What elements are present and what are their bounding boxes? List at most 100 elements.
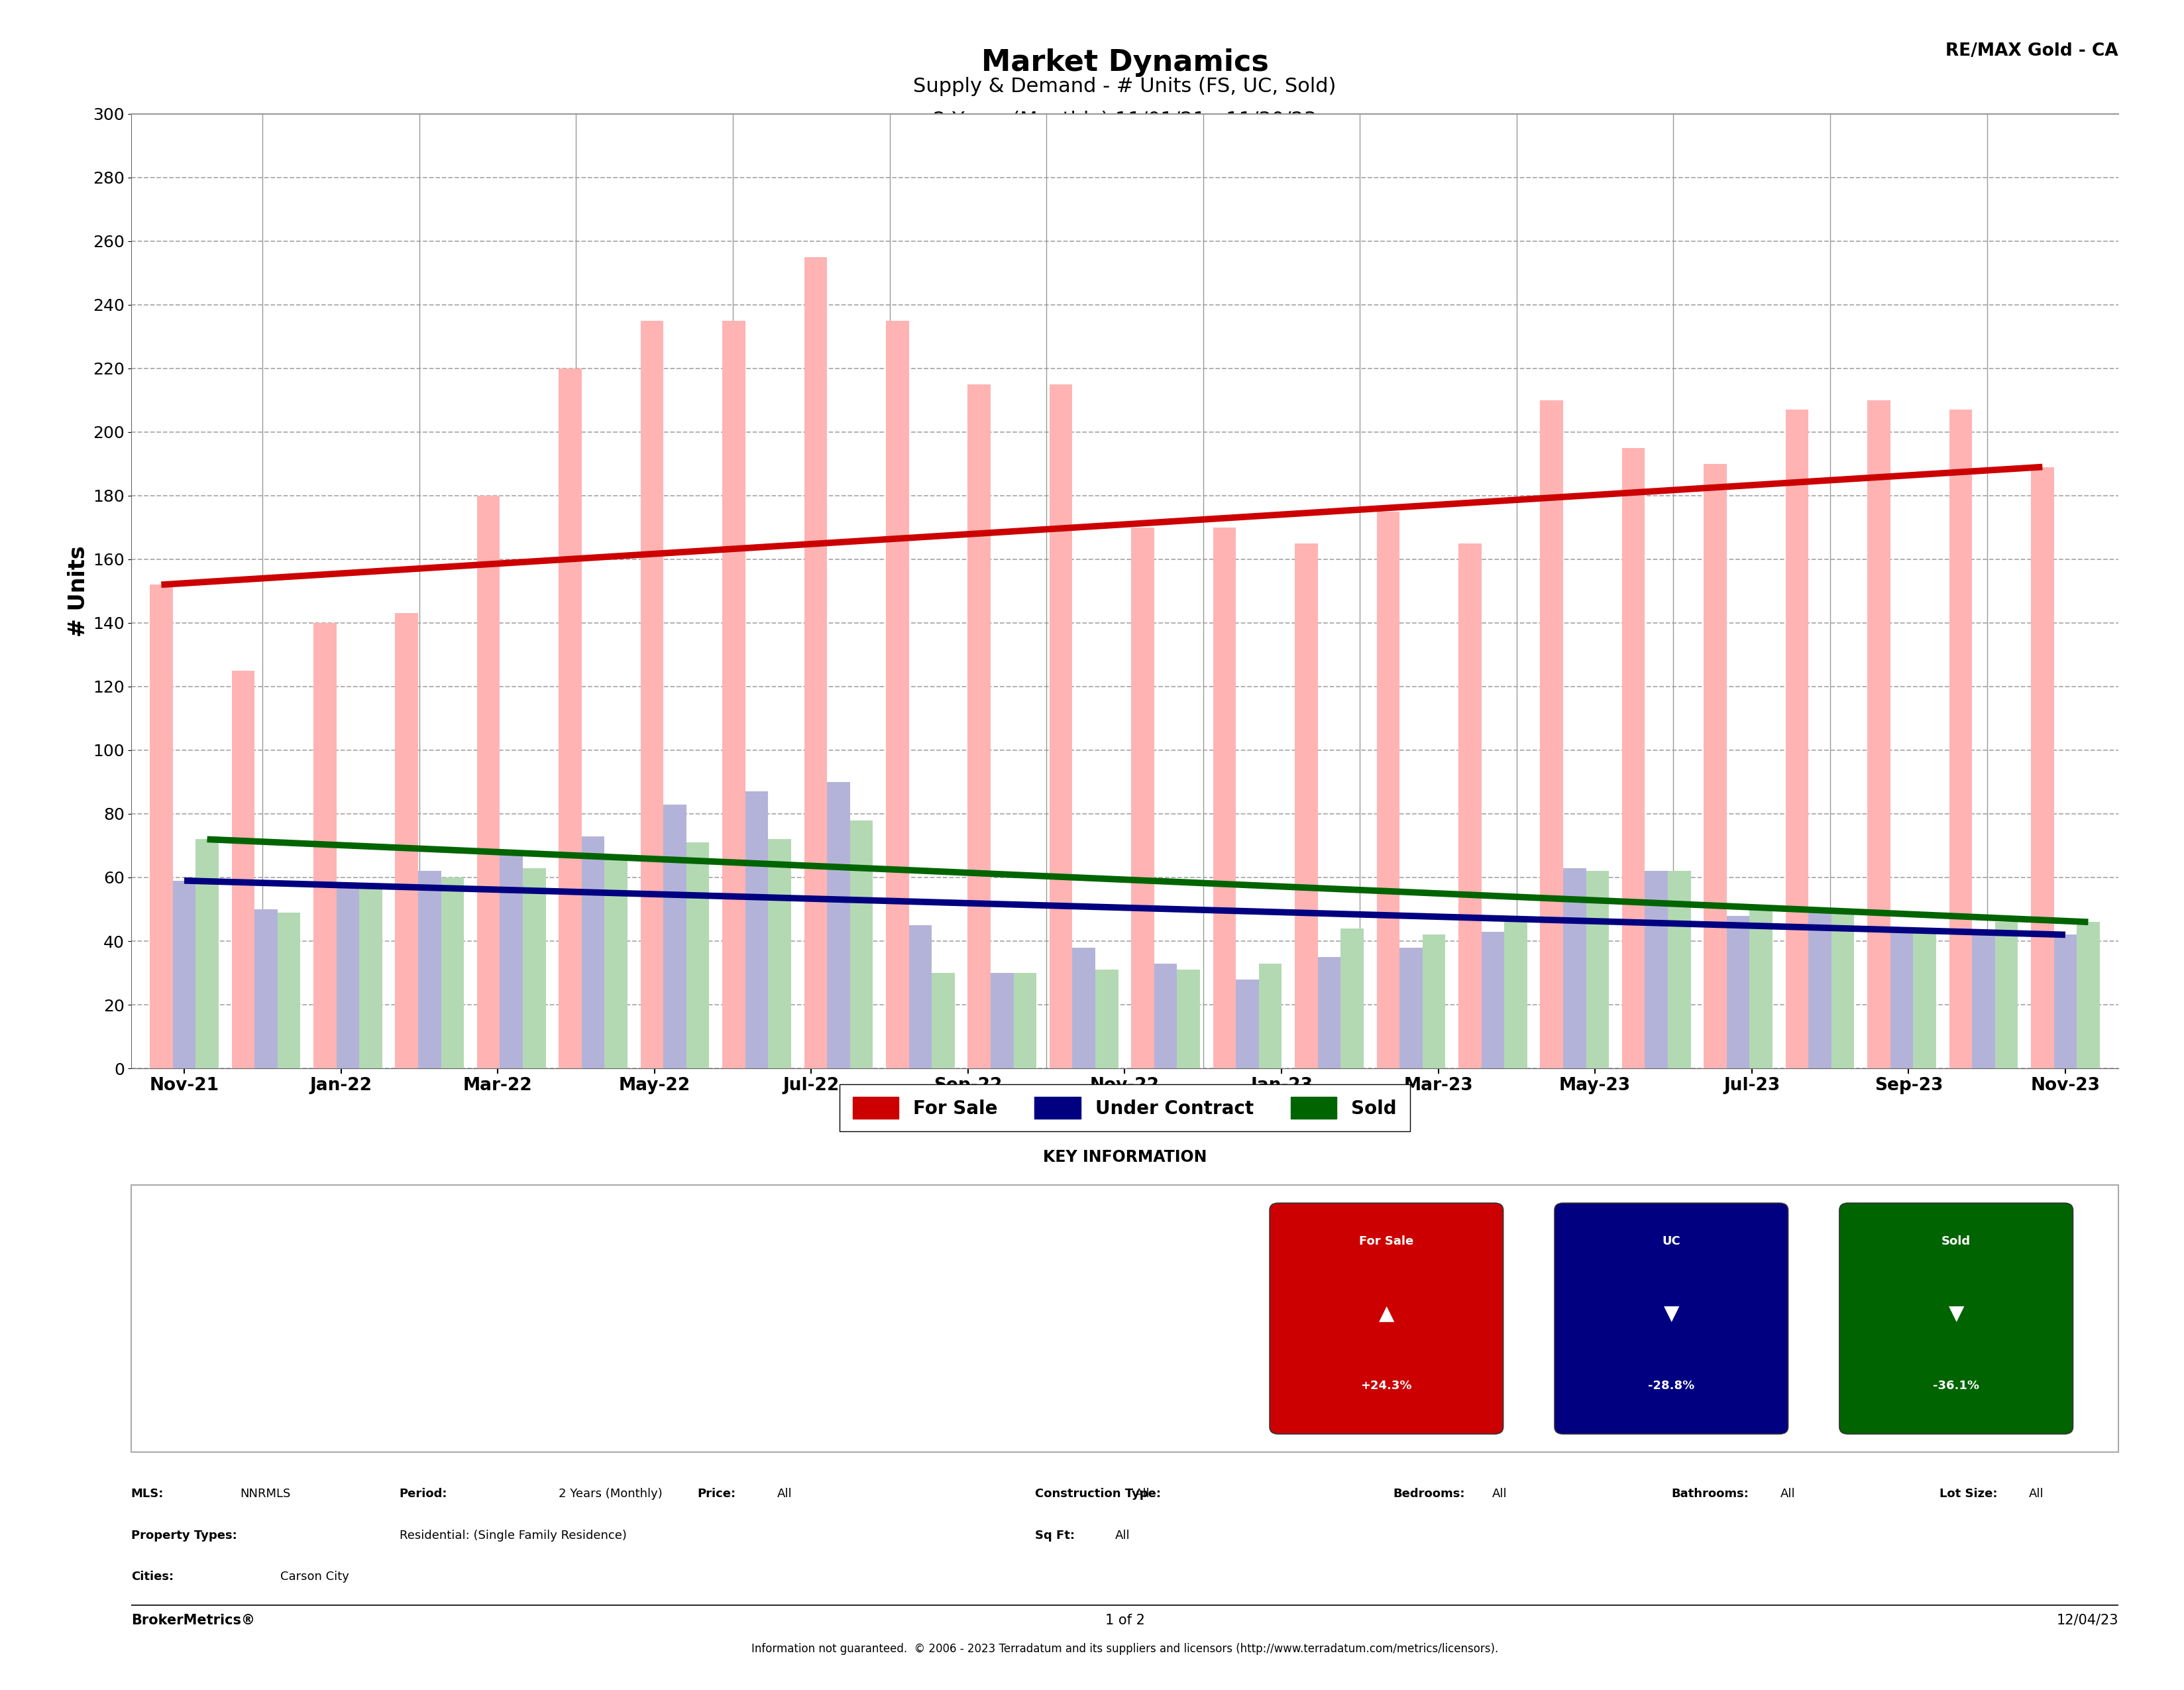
Y-axis label: # Units: # Units: [68, 546, 90, 637]
FancyBboxPatch shape: [131, 1185, 2118, 1452]
Bar: [417, 870, 441, 1068]
Text: BrokerMetrics®: BrokerMetrics®: [131, 1614, 256, 1627]
Bar: [1236, 979, 1258, 1068]
Bar: [1867, 401, 1891, 1068]
Text: 12/04/23: 12/04/23: [2057, 1614, 2118, 1627]
Bar: [395, 613, 417, 1068]
Bar: [664, 804, 686, 1068]
Bar: [1505, 919, 1527, 1068]
Bar: [887, 321, 909, 1068]
Text: NNRMLS: NNRMLS: [240, 1489, 290, 1501]
Bar: [1153, 963, 1177, 1068]
Bar: [828, 782, 850, 1068]
Bar: [804, 257, 828, 1068]
Bar: [1317, 957, 1341, 1068]
Text: Bedrooms:: Bedrooms:: [1393, 1489, 1465, 1501]
Text: All: All: [2029, 1489, 2044, 1501]
Bar: [769, 840, 791, 1068]
Text: Residential: (Single Family Residence): Residential: (Single Family Residence): [400, 1529, 627, 1541]
Bar: [559, 368, 581, 1068]
Bar: [1972, 935, 1994, 1068]
Bar: [1376, 512, 1400, 1068]
Bar: [1422, 935, 1446, 1068]
Text: RE/MAX Gold - CA: RE/MAX Gold - CA: [1946, 42, 2118, 59]
Bar: [686, 842, 710, 1068]
Bar: [968, 384, 992, 1068]
Bar: [2077, 923, 2099, 1068]
Text: Price:: Price:: [697, 1489, 736, 1501]
Bar: [358, 887, 382, 1068]
Text: 2 Years (Monthly): 2 Years (Monthly): [559, 1489, 662, 1501]
Bar: [1013, 973, 1037, 1068]
Legend: For Sale, Under Contract, Sold: For Sale, Under Contract, Sold: [841, 1085, 1409, 1131]
Bar: [745, 791, 769, 1068]
Bar: [1341, 928, 1363, 1068]
Bar: [500, 852, 522, 1068]
Text: Property Types:: Property Types:: [131, 1529, 236, 1541]
Bar: [850, 820, 874, 1068]
Bar: [314, 624, 336, 1068]
Bar: [1623, 448, 1645, 1068]
Bar: [1131, 527, 1153, 1068]
Bar: [1704, 463, 1728, 1068]
Bar: [476, 495, 500, 1068]
Text: Cities:: Cities:: [131, 1570, 173, 1582]
Text: Period:: Period:: [400, 1489, 448, 1501]
Text: Bathrooms:: Bathrooms:: [1671, 1489, 1749, 1501]
Bar: [581, 837, 605, 1068]
Bar: [173, 880, 197, 1068]
Bar: [933, 973, 954, 1068]
Bar: [1994, 923, 2018, 1068]
Bar: [1787, 409, 1808, 1068]
Bar: [1051, 384, 1072, 1068]
Bar: [1586, 870, 1610, 1068]
Bar: [1212, 527, 1236, 1068]
Text: Sq Ft:: Sq Ft:: [1035, 1529, 1075, 1541]
Bar: [1564, 869, 1586, 1068]
Text: All: All: [1114, 1529, 1129, 1541]
Bar: [1258, 963, 1282, 1068]
Bar: [992, 973, 1013, 1068]
Bar: [1728, 916, 1749, 1068]
Bar: [1645, 870, 1669, 1068]
Text: Construction Type:: Construction Type:: [1035, 1489, 1162, 1501]
Bar: [232, 671, 256, 1068]
Text: MLS:: MLS:: [131, 1489, 164, 1501]
Bar: [151, 585, 173, 1068]
Bar: [1177, 970, 1199, 1068]
Text: 2 Years (Monthly) 11/01/21 - 11/30/23: 2 Years (Monthly) 11/01/21 - 11/30/23: [933, 110, 1317, 130]
Bar: [1808, 909, 1832, 1068]
Text: All: All: [1136, 1489, 1149, 1501]
Bar: [1913, 931, 1935, 1068]
Text: Lot Size:: Lot Size:: [1939, 1489, 1998, 1501]
Bar: [1295, 542, 1317, 1068]
Bar: [1948, 409, 1972, 1068]
Text: All: All: [1492, 1489, 1507, 1501]
Bar: [2031, 466, 2053, 1068]
Bar: [605, 855, 627, 1068]
Bar: [1481, 931, 1505, 1068]
Bar: [640, 321, 664, 1068]
Bar: [522, 869, 546, 1068]
Bar: [1459, 542, 1481, 1068]
Text: 1 of 2: 1 of 2: [1105, 1614, 1144, 1627]
Bar: [1540, 401, 1564, 1068]
Bar: [1072, 948, 1096, 1068]
Bar: [197, 840, 218, 1068]
Text: All: All: [778, 1489, 793, 1501]
Bar: [1669, 870, 1690, 1068]
Text: Carson City: Carson City: [280, 1570, 349, 1582]
Bar: [277, 913, 301, 1068]
Bar: [441, 877, 463, 1068]
Bar: [1400, 948, 1422, 1068]
Bar: [909, 924, 933, 1068]
Bar: [1749, 909, 1773, 1068]
Bar: [2053, 935, 2077, 1068]
Bar: [336, 887, 358, 1068]
Text: Supply & Demand - # Units (FS, UC, Sold): Supply & Demand - # Units (FS, UC, Sold): [913, 78, 1337, 96]
Bar: [256, 909, 277, 1068]
Text: Market Dynamics: Market Dynamics: [981, 49, 1269, 76]
Bar: [723, 321, 745, 1068]
Text: Information not guaranteed.  © 2006 - 2023 Terradatum and its suppliers and lice: Information not guaranteed. © 2006 - 202…: [751, 1643, 1498, 1655]
Bar: [1832, 909, 1854, 1068]
